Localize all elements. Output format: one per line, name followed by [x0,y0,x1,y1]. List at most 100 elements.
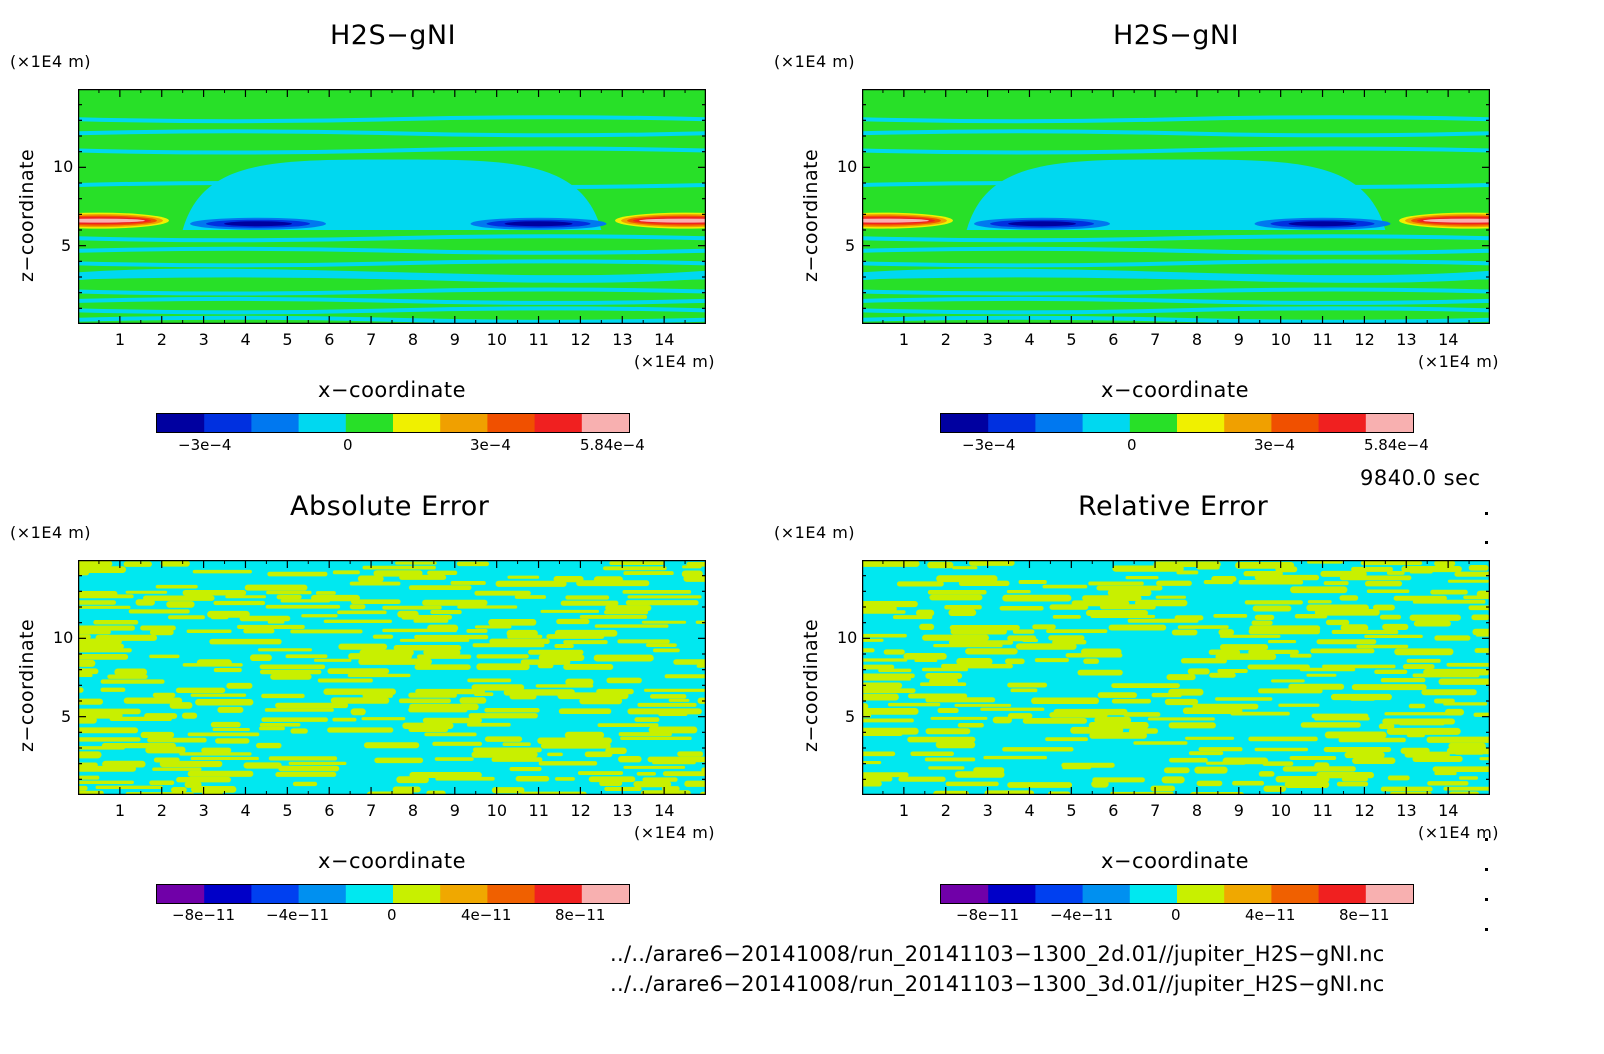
x-tick-label: 3 [198,801,209,820]
error-speckle [187,770,254,777]
error-speckle [1454,571,1490,577]
error-speckle [950,628,1007,635]
error-speckle [472,643,545,648]
error-speckle [609,561,665,565]
error-speckle [1177,625,1229,629]
error-speckle [1107,589,1152,597]
error-speckle [78,716,97,724]
colorbar-tick: 0 [387,906,397,924]
x-tick-label: 7 [366,801,377,820]
error-speckle [1238,580,1304,585]
error-speckle [1386,571,1405,575]
error-speckle [264,708,334,712]
error-speckle [1111,683,1180,688]
error-speckle [265,604,341,609]
error-speckle [285,654,328,659]
error-speckle [140,731,175,738]
error-speckle [1168,757,1208,763]
error-speckle [424,732,477,737]
colorbar-tick: 3e−4 [470,436,511,454]
error-speckle [952,566,978,570]
x-tick-label: 10 [486,801,508,820]
error-speckle [1344,751,1385,759]
error-speckle [1188,751,1224,756]
colorbar-swatch [204,885,252,903]
error-speckle [1007,782,1073,788]
error-speckle [1049,604,1089,610]
error-speckle [1163,767,1190,774]
error-speckle [1164,698,1199,706]
error-speckle [215,738,250,744]
colorbar-swatch [1224,885,1272,903]
x-axis-label: x−coordinate [1101,849,1250,873]
error-speckle [78,780,134,784]
error-speckle [1339,595,1359,601]
error-speckle [249,654,272,662]
colorbar-swatch [581,414,630,432]
error-speckle [255,742,282,749]
x-tick-label: 11 [1312,801,1333,820]
error-speckle [422,717,482,724]
error-speckle [603,610,649,615]
error-speckle [314,658,352,662]
cyan-stratum [862,146,1490,155]
z-unit-label: (×1E4 m) [10,52,92,71]
error-speckle [520,659,571,665]
error-speckle [1012,629,1035,634]
error-speckle [637,702,697,707]
error-speckle [135,599,155,606]
error-speckle [114,668,148,676]
error-speckle [554,644,574,649]
error-speckle [604,786,642,792]
error-speckle [327,727,394,733]
error-speckle [267,571,328,577]
error-speckle [576,580,650,587]
error-speckle [1409,614,1461,621]
error-speckle [564,731,605,739]
error-speckle [1062,766,1092,770]
error-speckle [471,684,525,691]
error-speckle [1168,722,1216,729]
error-speckle [910,751,954,756]
error-speckle [1330,693,1392,701]
error-speckle [1434,635,1471,641]
error-speckle [896,581,944,587]
error-speckle [176,777,231,783]
y-tick-label: 5 [61,706,72,726]
colorbar-tick: 5.84e−4 [1364,436,1429,454]
colorbar [156,884,630,904]
x-tick-label: 13 [1396,330,1417,349]
colorbar-tick: −3e−4 [962,436,1016,454]
error-speckle [1147,717,1215,721]
error-speckle [413,618,449,623]
error-speckle [1094,716,1132,724]
error-speckle [78,629,111,635]
error-speckle [362,565,436,570]
error-speckle [327,668,390,675]
error-speckle [1032,624,1056,630]
margin-dot [1485,928,1488,931]
error-speckle [398,698,451,704]
error-speckle [78,687,84,693]
error-speckle [1408,703,1426,709]
margin-dot [1485,541,1488,544]
error-speckle [491,787,525,794]
error-speckle [1088,581,1144,586]
error-speckle [579,697,623,705]
error-speckle [1307,560,1343,564]
error-speckle [928,766,965,770]
error-speckle [78,668,99,675]
x-tick-label: 14 [654,330,675,349]
error-speckle [914,658,938,663]
y-tick-label: 10 [837,628,858,648]
error-speckle [957,723,984,728]
error-speckle [169,702,193,709]
error-speckle [270,673,312,680]
error-speckle [78,566,127,573]
error-speckle [1471,614,1490,621]
heatmap-plot [862,89,1490,324]
error-speckle [556,618,590,625]
error-speckle [78,765,137,772]
plot-area [78,89,706,324]
colorbar-swatch [393,414,441,432]
